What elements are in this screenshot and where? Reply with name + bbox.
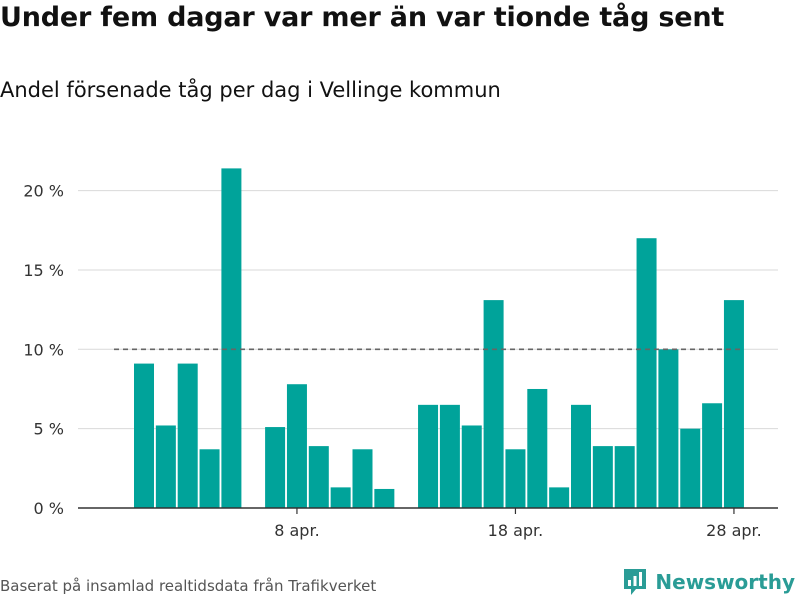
bar	[134, 363, 154, 508]
bar	[483, 300, 504, 508]
bar	[549, 487, 570, 508]
bar	[199, 449, 220, 508]
bar	[461, 425, 482, 508]
bar	[374, 488, 395, 508]
bar	[439, 404, 460, 508]
bar	[155, 425, 176, 508]
bar	[636, 238, 657, 508]
x-tick-label: 28 apr.	[706, 521, 762, 540]
bar	[330, 487, 351, 508]
bar	[527, 388, 548, 508]
bar	[352, 449, 373, 508]
bar	[702, 403, 723, 508]
bar	[571, 404, 591, 508]
bar	[221, 168, 242, 509]
bar	[723, 300, 744, 508]
brand-logo[interactable]: Newsworthy	[622, 567, 795, 597]
x-tick-label: 8 apr.	[274, 521, 319, 540]
y-tick-label: 15 %	[23, 261, 64, 280]
bar	[680, 428, 701, 508]
bar	[418, 404, 439, 508]
y-tick-label: 10 %	[23, 340, 64, 359]
bar	[614, 446, 635, 508]
chart-title: Under fem dagar var mer än var tionde tå…	[0, 2, 725, 33]
source-note: Baserat på insamlad realtidsdata från Tr…	[0, 577, 377, 595]
y-tick-label: 5 %	[34, 420, 64, 439]
bar	[177, 363, 198, 508]
bar	[265, 427, 286, 508]
y-tick-label: 0 %	[34, 499, 64, 518]
bar	[658, 349, 679, 508]
bar	[505, 449, 526, 508]
bar	[592, 446, 613, 508]
chart-subtitle: Andel försenade tåg per dag i Vellinge k…	[0, 78, 501, 102]
brand-name: Newsworthy	[655, 570, 795, 594]
bar	[308, 446, 329, 508]
y-tick-label: 20 %	[23, 182, 64, 201]
x-tick-label: 18 apr.	[488, 521, 544, 540]
bar	[286, 384, 307, 508]
newsworthy-logo-icon	[624, 569, 647, 595]
